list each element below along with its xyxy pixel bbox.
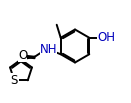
Text: O: O <box>18 49 27 62</box>
Text: S: S <box>11 74 18 87</box>
Text: OH: OH <box>97 31 115 44</box>
Text: NH: NH <box>40 43 58 56</box>
